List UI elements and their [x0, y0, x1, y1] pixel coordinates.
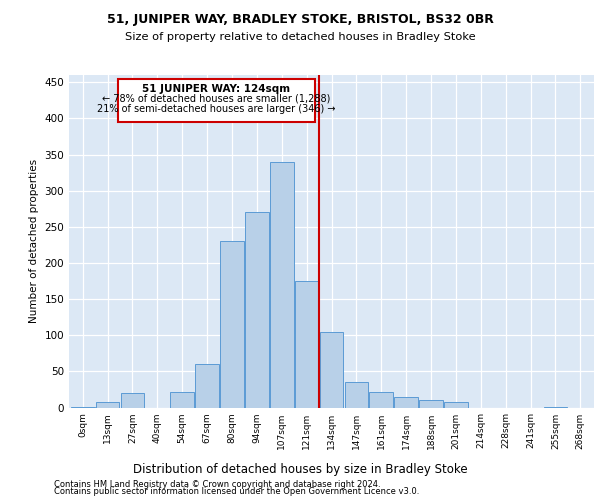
- Bar: [71, 407, 95, 408]
- Bar: [170, 392, 194, 407]
- Text: Contains public sector information licensed under the Open Government Licence v3: Contains public sector information licen…: [54, 487, 419, 496]
- Bar: [96, 402, 119, 407]
- Bar: [121, 393, 144, 407]
- Bar: [344, 382, 368, 407]
- Text: Contains HM Land Registry data © Crown copyright and database right 2024.: Contains HM Land Registry data © Crown c…: [54, 480, 380, 489]
- Text: 21% of semi-detached houses are larger (346) →: 21% of semi-detached houses are larger (…: [97, 104, 335, 114]
- Text: ← 78% of detached houses are smaller (1,288): ← 78% of detached houses are smaller (1,…: [102, 94, 331, 104]
- Text: Distribution of detached houses by size in Bradley Stoke: Distribution of detached houses by size …: [133, 462, 467, 475]
- FancyBboxPatch shape: [118, 78, 316, 122]
- Bar: [295, 281, 319, 407]
- Bar: [444, 402, 468, 407]
- Bar: [220, 242, 244, 408]
- Y-axis label: Number of detached properties: Number of detached properties: [29, 159, 39, 324]
- Bar: [419, 400, 443, 407]
- Bar: [394, 396, 418, 407]
- Bar: [544, 407, 567, 408]
- Bar: [245, 212, 269, 408]
- Bar: [195, 364, 219, 408]
- Bar: [320, 332, 343, 407]
- Text: 51, JUNIPER WAY, BRADLEY STOKE, BRISTOL, BS32 0BR: 51, JUNIPER WAY, BRADLEY STOKE, BRISTOL,…: [107, 12, 493, 26]
- Bar: [270, 162, 293, 408]
- Text: 51 JUNIPER WAY: 124sqm: 51 JUNIPER WAY: 124sqm: [142, 84, 290, 94]
- Bar: [370, 392, 393, 407]
- Text: Size of property relative to detached houses in Bradley Stoke: Size of property relative to detached ho…: [125, 32, 475, 42]
